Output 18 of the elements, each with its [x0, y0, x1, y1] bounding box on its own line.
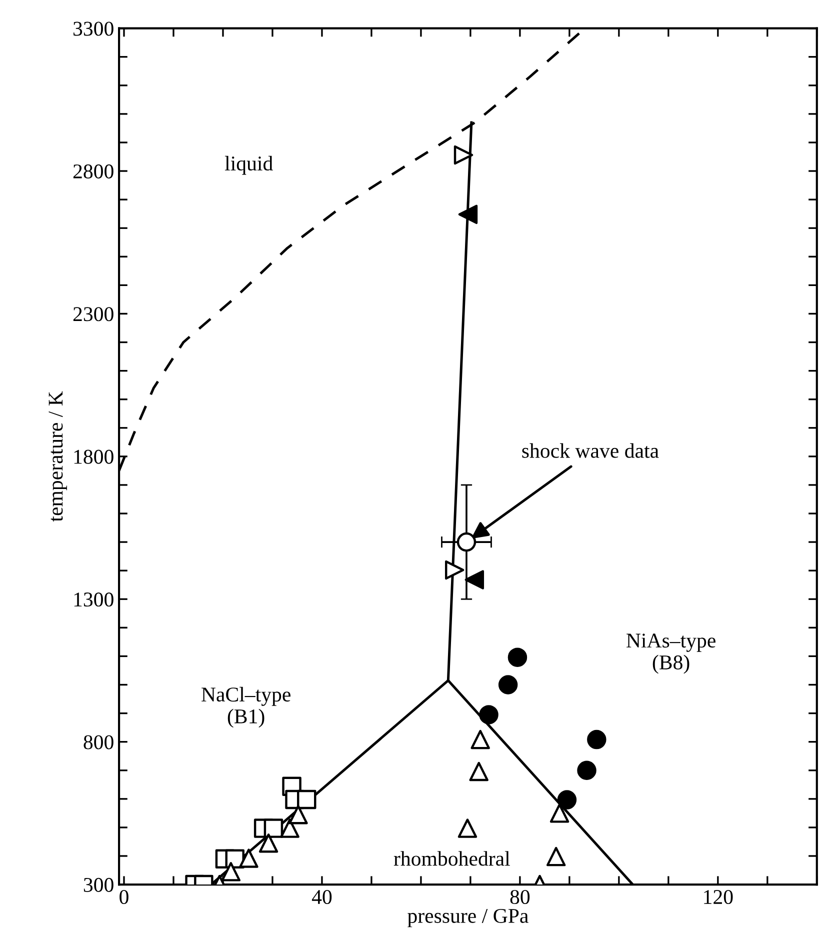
x-tick-label: 0 — [120, 890, 128, 904]
y-tick-label: 1300 — [74, 592, 114, 607]
x-axis-title: pressure / GPa — [408, 908, 528, 928]
y-tick-label: 1800 — [74, 450, 114, 464]
y-tick-label: 2300 — [73, 307, 114, 322]
y-tick-label: 2800 — [73, 164, 114, 178]
x-tick-label: 40 — [312, 890, 332, 904]
y-axis-title: temperature / K — [48, 391, 67, 522]
annotation: NaCl–type (B1) — [202, 686, 290, 728]
y-tick-label: 800 — [84, 735, 114, 750]
annotation: shock wave data — [522, 443, 659, 458]
y-tick-label: 300 — [84, 878, 114, 892]
annotation: rhombohedral — [394, 851, 510, 866]
x-tick-label: 120 — [704, 890, 733, 904]
x-tick-label: 80 — [510, 890, 530, 904]
annotation: liquid — [224, 156, 273, 175]
annotation: NiAs–type (B8) — [626, 634, 716, 674]
y-tick-label: 3300 — [74, 22, 114, 36]
